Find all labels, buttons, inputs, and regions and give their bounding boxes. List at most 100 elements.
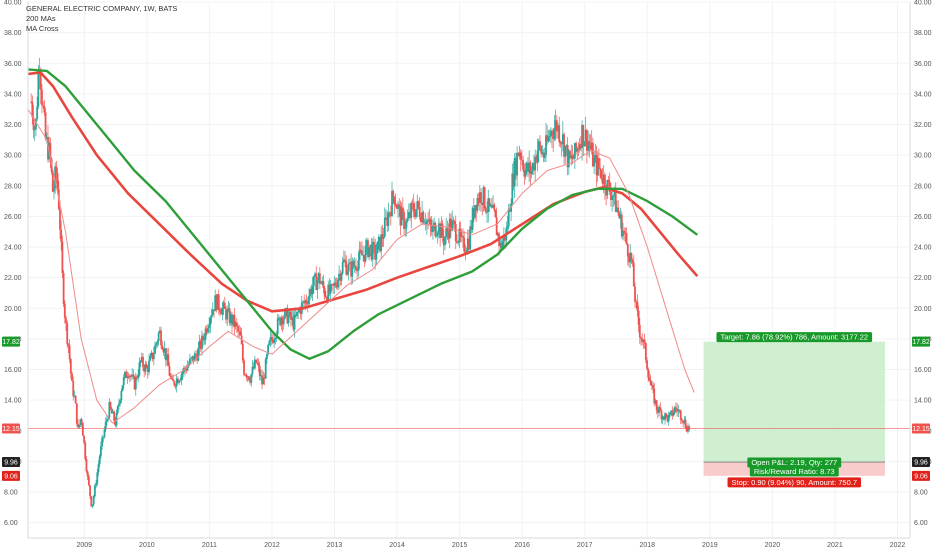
candle-body: [472, 208, 475, 218]
candle-body: [104, 421, 107, 430]
candle-body: [537, 141, 540, 151]
candle-body: [619, 214, 622, 219]
price-candles: [30, 57, 691, 509]
candle-body: [589, 145, 592, 150]
candle-body: [121, 385, 124, 391]
candle-body: [32, 117, 35, 131]
candle-body: [167, 354, 170, 367]
candle-body: [273, 339, 276, 343]
candle-body: [314, 273, 316, 276]
candle-body: [49, 142, 52, 159]
candle-body: [412, 203, 415, 212]
candle-body: [460, 235, 463, 237]
candle-body: [481, 203, 484, 205]
candle-body: [83, 435, 85, 443]
position-zones[interactable]: [703, 341, 885, 476]
candle-body: [161, 345, 164, 350]
candle-body: [600, 169, 603, 179]
candle-body: [542, 152, 545, 158]
candle-body: [601, 178, 604, 184]
candle-body: [604, 174, 606, 191]
candle-body: [294, 314, 297, 316]
candle-body: [119, 400, 122, 404]
candle-body: [95, 483, 97, 486]
candle-body: [374, 244, 377, 260]
candle-body: [383, 217, 386, 237]
indicator-label-ma-cross[interactable]: MA Cross: [26, 24, 59, 33]
candle-body: [269, 337, 272, 341]
candle-body: [185, 369, 188, 371]
candle-body: [587, 141, 589, 151]
candle-body: [523, 169, 526, 177]
candle-body: [647, 368, 650, 378]
candle-body: [362, 254, 365, 256]
candle-body: [418, 206, 421, 217]
candle-body: [413, 211, 416, 218]
x-tick-label: 2009: [77, 542, 93, 549]
candle-body: [622, 230, 624, 237]
candle-body: [204, 328, 207, 340]
candle-body: [98, 456, 101, 465]
candle-body: [54, 166, 57, 189]
candle-body: [78, 424, 81, 428]
candle-body: [96, 472, 99, 484]
candle-body: [446, 228, 449, 232]
candle-body: [47, 137, 49, 160]
candle-body: [534, 156, 537, 171]
candle-body: [583, 142, 586, 146]
x-tick-label: 2020: [765, 542, 781, 549]
candle-body: [376, 241, 379, 254]
candle-body: [346, 271, 349, 275]
x-tick-label: 2017: [577, 542, 593, 549]
candle-body: [411, 203, 414, 204]
candle-body: [208, 325, 211, 328]
candle-body: [442, 236, 445, 246]
candle-body: [659, 407, 662, 411]
candle-body: [56, 173, 59, 190]
candle-body: [634, 286, 636, 302]
candle-body: [131, 374, 134, 377]
candle-body: [512, 173, 515, 187]
candle-body: [655, 400, 658, 410]
y-tick-label-left: 36.00: [4, 61, 22, 68]
candle-body: [125, 371, 128, 378]
candle-body: [570, 155, 573, 159]
right-price-badge: [912, 457, 930, 468]
candle-body: [312, 275, 315, 286]
candle-body: [635, 301, 638, 303]
candle-body: [86, 471, 89, 477]
candle-body: [247, 376, 250, 381]
candle-body: [75, 403, 78, 424]
candle-body: [406, 217, 409, 222]
candle-body: [632, 262, 635, 287]
candle-body: [579, 144, 582, 149]
candle-body: [340, 273, 343, 281]
candle-body: [327, 284, 330, 302]
candle-body: [309, 288, 312, 296]
candle-body: [475, 205, 478, 211]
candle-body: [478, 192, 481, 203]
candle-body: [55, 166, 58, 174]
candle-body: [519, 152, 522, 160]
x-tick-label: 2011: [202, 542, 217, 549]
candle-body: [190, 358, 193, 359]
candle-body: [668, 412, 671, 416]
candle-body: [344, 259, 346, 262]
candle-body: [210, 315, 213, 318]
candle-body: [540, 146, 543, 154]
candle-body: [584, 129, 587, 143]
candle-body: [364, 245, 367, 262]
candle-body: [611, 196, 614, 201]
candle-body: [59, 208, 61, 230]
candle-body: [323, 288, 326, 297]
candle-body: [128, 375, 131, 378]
candle-body: [298, 308, 301, 312]
candle-body: [133, 376, 136, 390]
y-tick-label-left: 30.00: [4, 153, 22, 160]
candle-body: [302, 301, 304, 303]
candle-body: [74, 395, 77, 404]
candle-body: [311, 285, 314, 295]
candle-body: [243, 360, 245, 375]
indicator-label-200-mas[interactable]: 200 MAs: [26, 14, 56, 23]
